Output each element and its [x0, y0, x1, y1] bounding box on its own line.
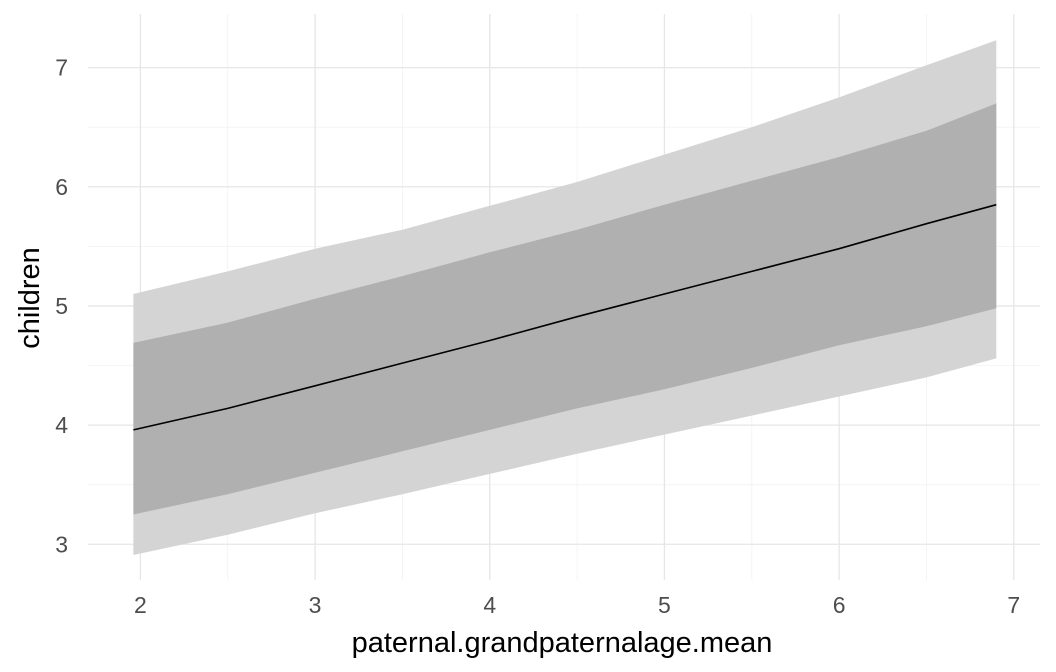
- x-tick-label: 7: [1007, 592, 1020, 618]
- x-tick-label: 6: [833, 592, 846, 618]
- band-layer: [133, 40, 997, 555]
- fitted-line: [133, 203, 997, 431]
- inner-interval-band: [133, 103, 997, 515]
- x-tick-label: 5: [658, 592, 671, 618]
- y-tick-label: 5: [55, 293, 68, 319]
- x-tick-label: 2: [134, 592, 147, 618]
- x-axis-title: paternal.grandpaternalage.mean: [352, 627, 773, 659]
- x-tick-label: 3: [309, 592, 322, 618]
- x-tick-label: 4: [483, 592, 496, 618]
- y-axis-title: children: [14, 247, 46, 349]
- y-tick-label: 7: [55, 55, 68, 81]
- y-tick-label: 6: [55, 174, 68, 200]
- y-tick-label: 4: [55, 412, 68, 438]
- tick-labels: 2 3 4 5 6 7 3 4 5 6 7: [55, 55, 1020, 618]
- line-layer: [133, 203, 997, 431]
- y-tick-label: 3: [55, 531, 68, 557]
